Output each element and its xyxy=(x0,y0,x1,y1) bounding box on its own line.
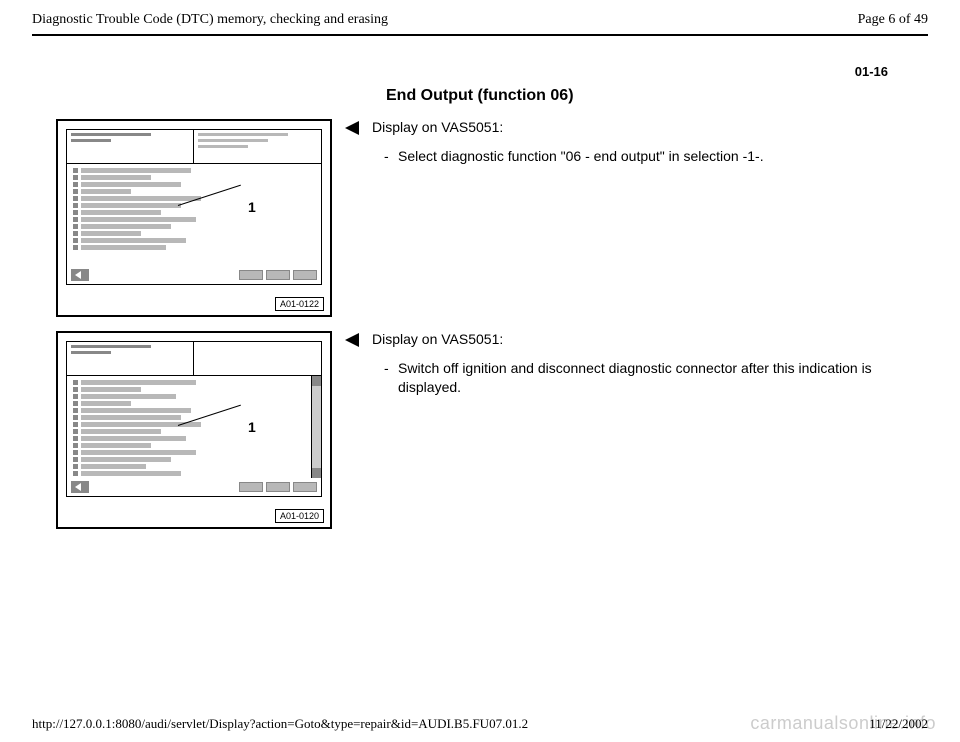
footer-date: 11/22/2002 xyxy=(869,716,928,732)
diagram-figure: 1 A01-0120 xyxy=(56,331,332,529)
back-arrow-icon xyxy=(71,269,89,281)
lead-text: Display on VAS5051: xyxy=(372,331,888,347)
instruction-block: 1 A01-0120 Display on VAS5051: -Switch off … xyxy=(56,331,888,529)
scrollbar xyxy=(311,376,321,478)
figure-label: A01-0122 xyxy=(275,297,324,311)
content-area: End Output (function 06) 1 A01-0122 Displa… xyxy=(32,87,928,529)
pointer-icon xyxy=(345,121,359,135)
doc-title: Diagnostic Trouble Code (DTC) memory, ch… xyxy=(32,12,388,28)
figure-label: A01-0120 xyxy=(275,509,324,523)
vas-screen xyxy=(66,129,322,285)
pointer-icon xyxy=(345,333,359,347)
section-number: 01-16 xyxy=(32,64,928,79)
callout-number: 1 xyxy=(248,419,256,435)
lead-text: Display on VAS5051: xyxy=(372,119,888,135)
back-arrow-icon xyxy=(71,481,89,493)
callout-number: 1 xyxy=(248,199,256,215)
page-footer: http://127.0.0.1:8080/audi/servlet/Displ… xyxy=(32,716,928,732)
page-header: Diagnostic Trouble Code (DTC) memory, ch… xyxy=(32,12,928,32)
section-title: End Output (function 06) xyxy=(386,87,888,105)
instruction-text: Display on VAS5051: -Select diagnostic fu… xyxy=(372,119,888,166)
page-indicator: Page 6 of 49 xyxy=(858,12,928,28)
page: Diagnostic Trouble Code (DTC) memory, ch… xyxy=(0,0,960,529)
diagram-figure: 1 A01-0122 xyxy=(56,119,332,317)
header-rule xyxy=(32,34,928,36)
bullet-item: -Switch off ignition and disconnect diag… xyxy=(372,359,888,397)
blocks-container: 1 A01-0122 Display on VAS5051: -Select diag… xyxy=(56,119,888,529)
instruction-block: 1 A01-0122 Display on VAS5051: -Select diag… xyxy=(56,119,888,317)
instruction-text: Display on VAS5051: -Switch off ignition … xyxy=(372,331,888,397)
footer-url: http://127.0.0.1:8080/audi/servlet/Displ… xyxy=(32,716,528,732)
bullet-item: -Select diagnostic function "06 - end ou… xyxy=(372,147,888,166)
